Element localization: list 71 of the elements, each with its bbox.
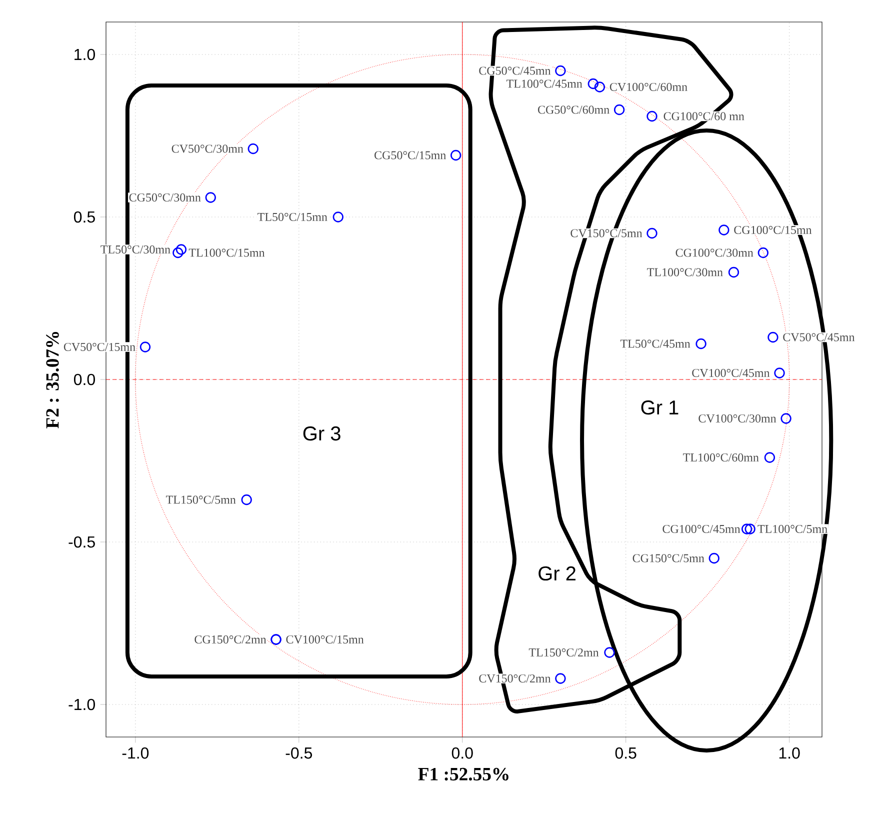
data-label: CV100°C/60mn bbox=[610, 82, 688, 92]
data-label: CG100°C/15mn bbox=[734, 226, 812, 234]
y-tick-label: -1.0 bbox=[68, 698, 95, 710]
point bbox=[780, 413, 792, 424]
point bbox=[718, 224, 730, 236]
data-label: CV100°C/45mn bbox=[692, 368, 770, 378]
x-tick-label: 0.5 bbox=[615, 747, 636, 759]
annotation: Gr 2 bbox=[538, 566, 576, 581]
annotation: Gr 1 bbox=[641, 400, 678, 415]
point bbox=[764, 452, 776, 463]
point bbox=[614, 104, 625, 116]
point bbox=[332, 212, 344, 222]
data-label: TL150°C/2mn bbox=[528, 648, 599, 657]
data-label: CG100°C/45mn bbox=[662, 524, 740, 534]
data-label: TL50°C/15mn bbox=[258, 212, 328, 222]
point bbox=[604, 647, 615, 658]
point bbox=[758, 247, 768, 258]
data-label: CG50°C/15mn bbox=[374, 151, 446, 160]
point bbox=[646, 228, 658, 239]
point bbox=[555, 65, 566, 76]
data-label: CG150°C/5mn bbox=[632, 554, 704, 562]
data-label: CV50°C/30mn bbox=[172, 144, 244, 153]
data-label: TL100°C/15mn bbox=[188, 248, 265, 257]
point bbox=[741, 524, 752, 534]
data-label: CG100°C/30mn bbox=[676, 248, 754, 257]
data-label: TL100°C/30mn bbox=[647, 268, 723, 276]
point bbox=[708, 552, 720, 564]
data-label: TL50°C/30mn bbox=[100, 245, 170, 254]
x-tick-label: -0.5 bbox=[286, 747, 312, 759]
y-tick-label: 0.0 bbox=[74, 374, 95, 386]
point bbox=[768, 332, 778, 343]
point bbox=[594, 82, 606, 92]
y-axis-title: F2 : 35.07% bbox=[46, 332, 59, 428]
y-tick-label: -0.5 bbox=[68, 536, 95, 548]
data-label: CV100°C/30mn bbox=[698, 414, 776, 423]
data-label: TL100°C/5mn bbox=[758, 524, 828, 534]
data-label: TL150°C/5mn bbox=[166, 496, 236, 504]
data-label: CV150°C/5mn bbox=[570, 229, 642, 238]
x-tick-label: 0.0 bbox=[452, 747, 473, 759]
data-label: CG50°C/60mn bbox=[538, 106, 610, 114]
point bbox=[248, 143, 258, 154]
point bbox=[176, 244, 187, 255]
point bbox=[555, 673, 566, 684]
data-label: TL100°C/60mn bbox=[683, 453, 759, 462]
point bbox=[728, 266, 740, 278]
data-label: CV50°C/15mn bbox=[64, 342, 136, 352]
data-label: CG50°C/45mn bbox=[479, 66, 551, 75]
point bbox=[172, 247, 184, 258]
point bbox=[646, 110, 658, 122]
annotation: Gr 3 bbox=[303, 426, 340, 441]
point bbox=[140, 342, 151, 352]
point bbox=[774, 368, 785, 378]
data-label: CV50°C/45mn bbox=[783, 333, 855, 342]
x-axis-title: F1 :52.55% bbox=[418, 768, 508, 781]
x-tick-label: 1.0 bbox=[779, 747, 800, 759]
data-label: CV100°C/15mn bbox=[286, 635, 364, 644]
point bbox=[744, 524, 756, 534]
point bbox=[588, 78, 598, 90]
point bbox=[696, 338, 706, 350]
data-label: CG150°C/2mn bbox=[194, 635, 266, 644]
point bbox=[205, 192, 216, 203]
x-tick-label: -1.0 bbox=[122, 747, 149, 759]
point bbox=[241, 494, 252, 506]
data-label: TL50°C/45mn bbox=[620, 340, 690, 348]
point bbox=[450, 150, 462, 161]
data-label: CG100°C/60 mn bbox=[664, 112, 744, 120]
y-tick-label: 0.5 bbox=[74, 211, 95, 223]
data-label: CV150°C/2mn bbox=[479, 674, 551, 683]
data-label: TL100°C/45mn bbox=[506, 80, 582, 88]
y-tick-label: 1.0 bbox=[74, 48, 95, 60]
data-label: CG50°C/30mn bbox=[129, 193, 201, 202]
